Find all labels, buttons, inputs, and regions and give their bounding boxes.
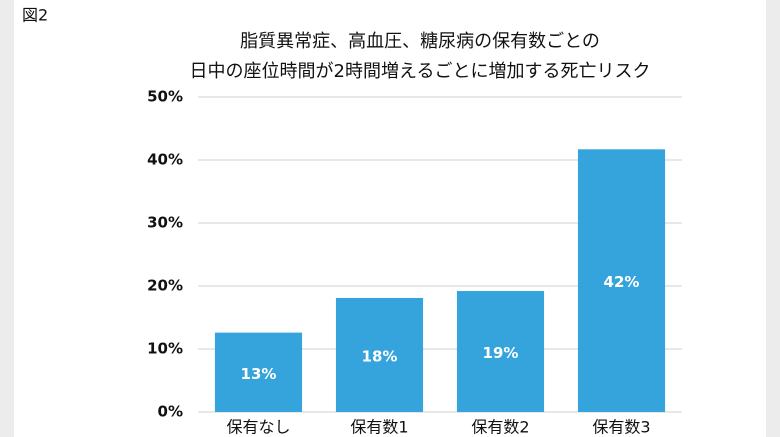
y-tick-label: 50%: [147, 88, 183, 106]
figure-label: 図2: [22, 6, 48, 25]
bar: [335, 297, 424, 412]
y-tick-label: 0%: [158, 403, 183, 421]
value-label: 19%: [483, 344, 519, 362]
bar: [577, 149, 666, 413]
chart-title: 日中の座位時間が2時間増えるごとに増加する死亡リスク: [190, 61, 651, 82]
y-tick-label: 40%: [147, 151, 183, 169]
x-tick-label: 保有なし: [226, 418, 290, 437]
side-band: [0, 0, 14, 437]
bar: [456, 291, 545, 412]
x-tick-label: 保有数2: [471, 418, 529, 437]
side-band: [766, 0, 780, 437]
value-label: 42%: [604, 273, 640, 291]
value-label: 13%: [241, 365, 277, 383]
value-label: 18%: [362, 347, 398, 365]
bar: [214, 332, 303, 412]
y-tick-label: 20%: [147, 277, 183, 295]
chart-title: 脂質異常症、高血圧、糖尿病の保有数ごとの: [240, 31, 600, 52]
y-tick-label: 10%: [147, 340, 183, 358]
x-tick-label: 保有数1: [350, 418, 408, 437]
y-tick-label: 30%: [147, 214, 183, 232]
x-tick-label: 保有数3: [592, 418, 650, 437]
